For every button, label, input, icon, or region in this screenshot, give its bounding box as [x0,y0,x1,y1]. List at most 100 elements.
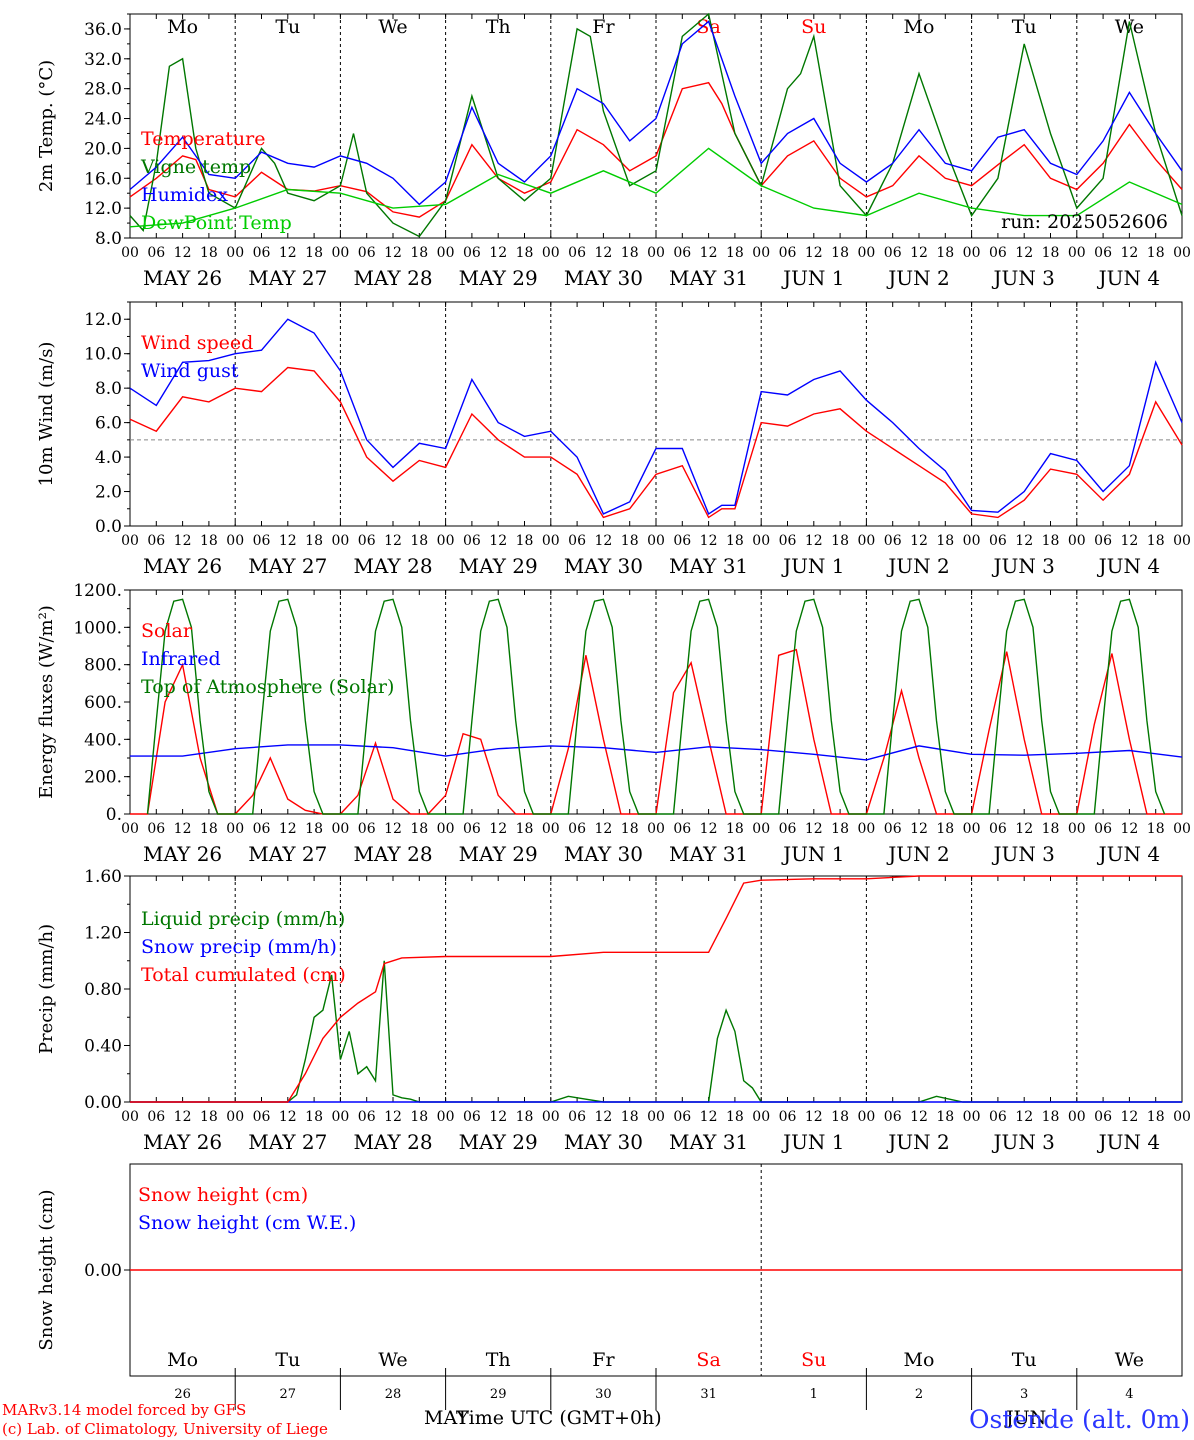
hour-label: 00 [1173,1109,1191,1125]
station-name: Ostende (alt. 0m) [969,1405,1190,1434]
legend-vigne-temp: Vigne temp [140,156,251,178]
y-tick-label: 2.0 [95,483,122,503]
hour-label: 12 [489,1109,507,1125]
hour-label: 12 [1120,1109,1138,1125]
hour-label: 06 [989,245,1007,261]
date-label: JUN 1 [781,1130,844,1154]
model-credit: MARv3.14 model forced by GFS [2,1401,246,1419]
hour-label: 12 [594,821,612,837]
hour-label: 06 [147,245,165,261]
date-label: MAY 26 [143,266,222,290]
hour-label: 00 [647,1109,665,1125]
hour-label: 00 [331,245,349,261]
date-label: JUN 4 [1097,1130,1160,1154]
hour-label: 00 [647,821,665,837]
day-number: 26 [174,1387,191,1402]
hour-label: 18 [305,245,323,261]
hour-label: 12 [384,821,402,837]
day-number: 1 [810,1387,818,1402]
legend-dewpoint-temp: DewPoint Temp [141,212,292,234]
hour-label: 18 [1042,533,1060,549]
hour-label: 06 [463,245,481,261]
hour-label: 18 [831,821,849,837]
date-label: MAY 28 [353,554,432,578]
y-tick-label: 16.0 [84,169,122,189]
day-name: Th [486,1349,511,1371]
y-axis-label: Energy fluxes (W/m²) [36,605,57,799]
hour-label: 12 [805,821,823,837]
hour-label: 00 [121,1109,139,1125]
date-label: MAY 27 [248,266,327,290]
y-tick-label: 4.0 [95,448,122,468]
hour-label: 12 [279,821,297,837]
hour-label: 00 [331,533,349,549]
date-label: MAY 26 [143,1130,222,1154]
hour-label: 18 [410,821,428,837]
hour-label: 00 [121,821,139,837]
hour-label: 06 [884,245,902,261]
y-axis-label: 2m Temp. (°C) [36,60,57,192]
hour-label: 06 [147,533,165,549]
day-number: 31 [700,1387,717,1402]
y-tick-label: 8.0 [95,379,122,399]
hour-label: 00 [542,245,560,261]
hour-label: 00 [542,1109,560,1125]
hour-label: 18 [621,1109,639,1125]
series-line-infrared [130,744,1183,761]
chart-panels: 8.012.016.020.024.028.032.036.02m Temp. … [36,12,1191,1410]
hour-label: 00 [1173,533,1191,549]
day-name: We [378,16,407,38]
date-label: MAY 26 [143,554,222,578]
date-label: JUN 3 [991,1130,1054,1154]
hour-label: 00 [1068,533,1086,549]
hour-label: 18 [936,245,954,261]
hour-label: 12 [174,1109,192,1125]
hour-label: 00 [752,821,770,837]
date-label: MAY 28 [353,266,432,290]
hour-label: 06 [673,245,691,261]
hour-label: 12 [279,1109,297,1125]
hour-label: 00 [226,245,244,261]
date-label: MAY 28 [353,1130,432,1154]
day-name: Su [801,1349,826,1371]
hour-label: 12 [594,245,612,261]
hour-label: 18 [726,533,744,549]
lab-credit: (c) Lab. of Climatology, University of L… [2,1420,328,1438]
hour-label: 06 [463,821,481,837]
hour-label: 00 [331,821,349,837]
hour-label: 00 [437,1109,455,1125]
y-tick-label: 12.0 [84,310,122,330]
hour-label: 00 [857,1109,875,1125]
hour-label: 12 [805,1109,823,1125]
date-label: MAY 30 [564,842,643,866]
hour-label: 12 [910,533,928,549]
series-line-total-cumulated-cm [130,875,1182,1103]
y-tick-label: 600. [84,693,122,713]
hour-label: 00 [121,533,139,549]
hour-label: 00 [752,245,770,261]
hour-label: 00 [647,533,665,549]
hour-label: 06 [779,245,797,261]
day-name: We [378,1349,407,1371]
hour-label: 12 [910,245,928,261]
day-name: Tu [275,16,300,38]
hour-label: 00 [963,821,981,837]
x-axis-label: Time UTC (GMT+0h) [456,1407,662,1429]
hour-label: 18 [410,533,428,549]
hour-label: 06 [779,1109,797,1125]
hour-label: 12 [700,821,718,837]
hour-label: 00 [437,533,455,549]
hour-label: 12 [174,245,192,261]
hour-label: 00 [857,821,875,837]
hour-label: 18 [200,821,218,837]
legend-top-of-atmosphere-solar: Top of Atmosphere (Solar) [141,676,394,698]
hour-label: 06 [463,533,481,549]
hour-label: 12 [1015,1109,1033,1125]
hour-label: 06 [884,1109,902,1125]
hour-label: 00 [752,533,770,549]
hour-label: 12 [174,533,192,549]
day-name: Fr [592,16,615,38]
day-number: 27 [280,1387,297,1402]
legend-snow-height-cm-w-e: Snow height (cm W.E.) [138,1212,356,1234]
date-label: MAY 27 [248,554,327,578]
